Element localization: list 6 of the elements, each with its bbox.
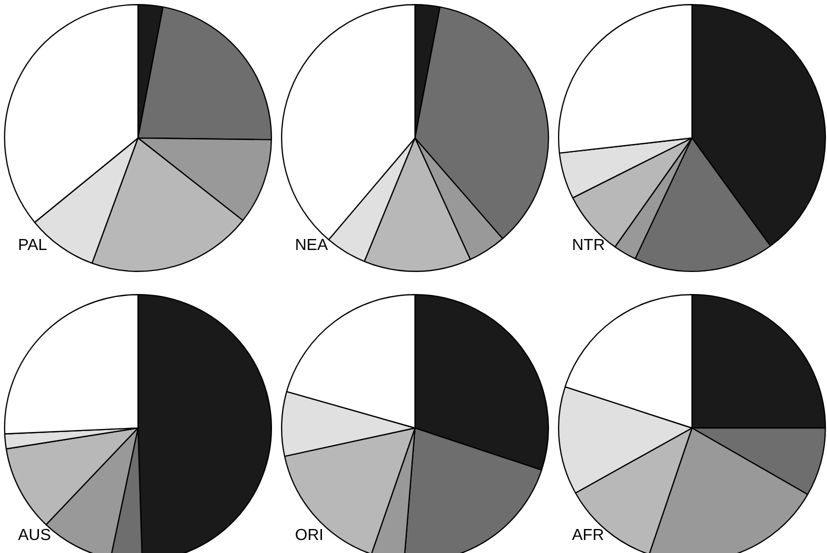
text: ORI: [295, 527, 324, 544]
text: PAL: [18, 237, 48, 254]
text: AFR: [572, 527, 604, 544]
text: AUS: [18, 527, 51, 544]
text: NTR: [572, 237, 605, 254]
text: NEA: [295, 237, 328, 254]
